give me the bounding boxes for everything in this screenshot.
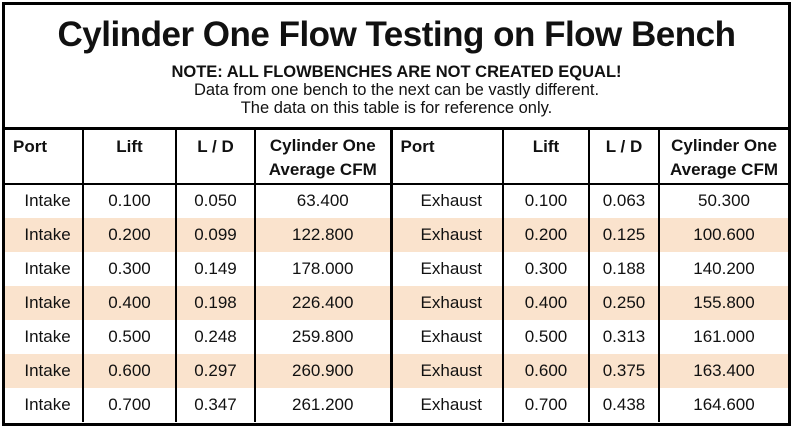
cell-port: Intake: [5, 251, 84, 286]
column-header-intake-ld: L / D: [176, 128, 256, 185]
cell-port: Exhaust: [391, 251, 504, 286]
note-line-1: NOTE: ALL FLOWBENCHES ARE NOT CREATED EQ…: [171, 63, 622, 81]
cell-lift: 0.600: [503, 353, 590, 388]
cell-ld: 0.248: [176, 319, 256, 354]
cell-cfm: 140.200: [693, 258, 755, 278]
table-row: Intake 0.500 0.248 259.800 Exhaust 0.500…: [5, 319, 788, 354]
cell-cfm: 63.400: [255, 183, 393, 218]
page-title: Cylinder One Flow Testing on Flow Bench: [57, 15, 736, 54]
cell-lift: 0.100: [83, 183, 177, 218]
cell-ld: 0.050: [176, 183, 256, 218]
cell-cfm: 226.400: [255, 285, 393, 320]
cell-cfm: 178.000: [255, 251, 393, 286]
cell-lift: 0.200: [83, 217, 177, 252]
cell-lift: 0.700: [503, 387, 590, 422]
cell-ld: 0.188: [589, 251, 660, 286]
column-header-intake-lift: Lift: [83, 128, 177, 185]
cell-ld: 0.313: [589, 319, 660, 354]
cell-ld: 0.149: [176, 251, 256, 286]
cell-port: Intake: [5, 285, 84, 320]
cell-lift: 0.300: [83, 251, 177, 286]
cell-ld: 0.438: [589, 387, 660, 422]
cell-ld: 0.297: [176, 353, 256, 388]
cell-port: Intake: [5, 183, 84, 218]
cell-lift: 0.500: [503, 319, 590, 354]
cell-port: Intake: [5, 387, 84, 422]
cell-port: Intake: [5, 319, 84, 354]
cell-port: Exhaust: [391, 353, 504, 388]
table-row: Intake 0.100 0.050 63.400 Exhaust 0.100 …: [5, 183, 788, 218]
column-header-exhaust-ld: L / D: [589, 128, 660, 185]
cell-cfm: 259.800: [255, 319, 393, 354]
flow-data-table: Port Lift L / D Cylinder One Average CFM…: [5, 127, 788, 422]
cell-port: Exhaust: [391, 217, 504, 252]
cell-cfm: 122.800: [255, 217, 393, 252]
column-header-intake-port: Port: [5, 128, 84, 185]
cell-ld: 0.347: [176, 387, 256, 422]
cell-ld: 0.198: [176, 285, 256, 320]
table-row: Intake 0.300 0.149 178.000 Exhaust 0.300…: [5, 251, 788, 286]
cell-cfm: 164.600: [693, 394, 755, 414]
title-block: Cylinder One Flow Testing on Flow Bench …: [5, 5, 788, 127]
cell-lift: 0.200: [503, 217, 590, 252]
cell-cfm: 100.600: [659, 217, 788, 252]
cell-cfm: 261.200: [255, 387, 393, 422]
column-header-exhaust-port: Port: [391, 128, 504, 185]
cell-port: Exhaust: [391, 387, 504, 422]
table-row: Intake 0.400 0.198 226.400 Exhaust 0.400…: [5, 285, 788, 320]
cell-cfm: 155.800: [659, 285, 788, 320]
table-row: Intake 0.700 0.347 261.200 Exhaust 0.700…: [5, 387, 788, 422]
cell-lift: 0.600: [83, 353, 177, 388]
table-frame: Cylinder One Flow Testing on Flow Bench …: [2, 2, 791, 426]
cell-port: Intake: [5, 217, 84, 252]
cell-cfm: 163.400: [659, 353, 788, 388]
note-line-2: Data from one bench to the next can be v…: [193, 81, 600, 99]
cell-lift: 0.400: [503, 285, 590, 320]
cell-port: Exhaust: [391, 319, 504, 354]
cell-ld: 0.250: [589, 285, 660, 320]
table-row: Intake 0.200 0.099 122.800 Exhaust 0.200…: [5, 217, 788, 252]
cell-port: Exhaust: [391, 183, 504, 218]
table-row: Intake 0.600 0.297 260.900 Exhaust 0.600…: [5, 353, 788, 388]
note-line-3: The data on this table is for reference …: [240, 99, 553, 117]
column-header-exhaust-cfm: Cylinder One Average CFM: [659, 128, 788, 185]
cell-port: Exhaust: [391, 285, 504, 320]
cell-cfm: 161.000: [693, 326, 755, 346]
header-row: Port Lift L / D Cylinder One Average CFM…: [5, 128, 788, 185]
cell-lift: 0.300: [503, 251, 590, 286]
cell-lift: 0.500: [83, 319, 177, 354]
cell-lift: 0.400: [83, 285, 177, 320]
cell-ld: 0.099: [176, 217, 256, 252]
cell-lift: 0.100: [503, 183, 590, 218]
cell-lift: 0.700: [83, 387, 177, 422]
column-header-exhaust-lift: Lift: [503, 128, 590, 185]
column-header-intake-cfm: Cylinder One Average CFM: [255, 128, 393, 185]
cell-ld: 0.125: [589, 217, 660, 252]
cell-cfm: 260.900: [255, 353, 393, 388]
cell-ld: 0.375: [589, 353, 660, 388]
cell-port: Intake: [5, 353, 84, 388]
cell-ld: 0.063: [589, 183, 660, 218]
cell-cfm: 50.300: [698, 191, 750, 210]
